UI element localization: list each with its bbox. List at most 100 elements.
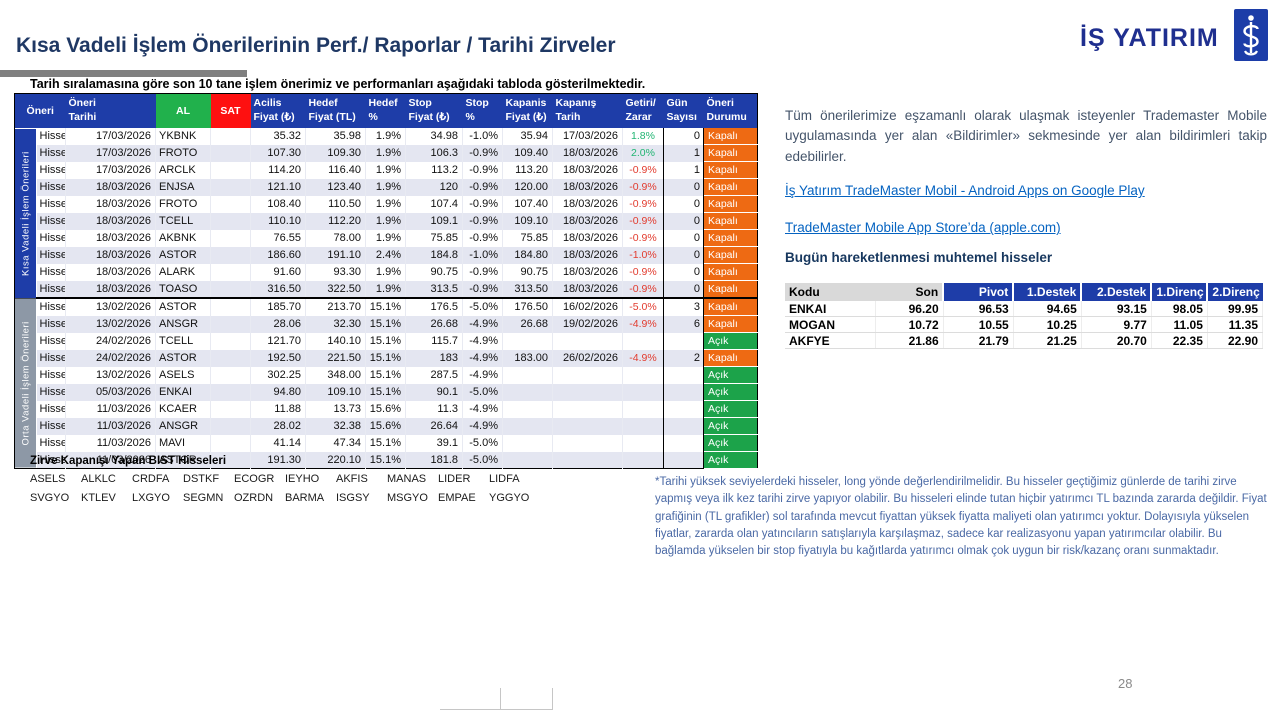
movers-title: Bugün hareketlenmesi muhtemel hisseler [785,250,1053,265]
cell-sat [210,246,251,264]
cell-close-price: 109.40 [502,144,553,162]
cell-return: -5.0% [622,297,664,316]
cell-close-date: 18/03/2026 [552,178,623,196]
cell-target-pct: 15.6% [365,417,406,435]
cell-sat [210,349,251,367]
cell-stop-price: 75.85 [405,229,463,247]
cell-stop-pct: -0.9% [462,161,503,179]
cell-ticker: ALARK [155,263,211,281]
page-subtitle: Tarih sıralamasına göre son 10 tane işle… [30,77,646,91]
cell-return: -4.9% [622,315,664,333]
column-header: SAT [210,93,251,128]
cell-stop-price: 11.3 [405,400,463,418]
table-row: Hisse 05/03/2026 ENKAI 94.80 109.10 15.1% 90.1… [15,383,758,401]
android-app-link[interactable]: İş Yatırım TradeMaster Mobil - Android A… [785,183,1145,198]
cell-stop-pct: -5.0% [462,434,503,452]
cell-days: 0 [663,263,704,281]
cell-return [622,434,664,452]
cell-days: 6 [663,315,704,333]
movers-value: 21.86 [875,332,944,349]
status-badge: Kapalı [703,178,758,196]
logo-text: İŞ YATIRIM [1080,24,1219,52]
page-title: Kısa Vadeli İşlem Önerilerinin Perf./ Ra… [16,34,616,57]
movers-row: AKFYE 21.86 21.79 21.25 20.70 22.35 22.90 [785,332,1264,349]
cell-target-price: 123.40 [305,178,366,196]
cell-stop-pct: -5.0% [462,383,503,401]
movers-table: Kodu Son Pivot 1.Destek 2.Destek 1.Direnç 2.Di… [785,283,1264,349]
status-badge: Kapalı [703,349,758,367]
cell-open-price: 185.70 [250,297,306,316]
cell-ticker: TCELL [155,212,211,230]
cell-target-price: 109.10 [305,383,366,401]
cell-stop-pct: -4.9% [462,366,503,384]
table-row: Hisse 11/03/2026 KCAER 11.88 13.73 15.6% 11.3-… [15,400,758,418]
column-header: Hedef% [365,93,406,128]
cell-target-price: 13.73 [305,400,366,418]
cell-close-date: 18/03/2026 [552,280,623,298]
cell-days: 1 [663,161,704,179]
cell-stop-pct: -1.0% [462,246,503,264]
cell-close-date [552,332,623,350]
cell-stop-pct: -5.0% [462,297,503,316]
status-badge: Kapalı [703,229,758,247]
zirve-ticker: CRDFA [132,473,170,485]
cell-sat [210,383,251,401]
status-badge: Kapalı [703,144,758,162]
movers-ticker: MOGAN [785,316,876,333]
cell-close-price: 120.00 [502,178,553,196]
zirve-ticker: ISGSY [336,492,370,504]
movers-value: 99.95 [1207,301,1264,317]
cell-ticker: ASTOR [155,297,211,316]
cell-stop-price: 183 [405,349,463,367]
column-header: Getiri/Zarar [622,93,664,128]
cell-close-price [502,400,553,418]
cell-date: 18/03/2026 [65,280,156,298]
cell-close-price: 26.68 [502,315,553,333]
zirve-ticker: DSTKF [183,473,220,485]
cell-return: -0.9% [622,229,664,247]
column-header: Kapanis Fiyat (₺) [502,93,553,128]
cell-return: -0.9% [622,161,664,179]
cell-close-date [552,417,623,435]
is-bank-icon [1234,9,1268,61]
cell-target-pct: 15.1% [365,349,406,367]
cell-days: 3 [663,297,704,316]
cell-close-price: 90.75 [502,263,553,281]
status-badge: Kapalı [703,212,758,230]
movers-column-header: Pivot [942,283,1014,301]
cell-stop-price: 26.64 [405,417,463,435]
cell-target-pct: 15.1% [365,315,406,333]
cell-return: 2.0% [622,144,664,162]
movers-value: 10.55 [943,316,1014,333]
cell-ticker: ANSGR [155,315,211,333]
column-header: Acilis Fiyat (₺) [250,93,306,128]
cell-open-price: 108.40 [250,195,306,213]
movers-value: 96.20 [875,301,944,317]
cell-close-date [552,366,623,384]
zirve-ticker: MANAS [387,473,427,485]
table-row: Kısa Vadeli İşlem Önerileri Hisse 17/03/20… [14,128,758,298]
cell-type: Hisse [36,400,66,418]
cell-type: Hisse [36,349,66,367]
ios-app-link[interactable]: TradeMaster Mobile App Store’da (apple.c… [785,220,1061,235]
table-body: Kısa Vadeli İşlem Önerileri Hisse 17/03/20… [14,128,758,469]
movers-value: 93.15 [1081,301,1152,317]
status-badge: Açık [703,332,758,350]
cell-ticker: AKBNK [155,229,211,247]
cell-type: Hisse [36,128,66,145]
recommendations-table: Öneri Öneri Tarihi AL SAT Acilis Fiyat (₺) Hede… [14,93,758,469]
status-badge: Kapalı [703,161,758,179]
table-row: Hisse 18/03/2026 FROTO 108.40 110.50 1.9% 107.… [15,195,758,213]
cell-return: -0.9% [622,195,664,213]
movers-value: 20.70 [1081,332,1152,349]
cell-close-price: 176.50 [502,297,553,316]
table-row: Hisse 18/03/2026 TCELL 110.10 112.20 1.9% 109.… [15,212,758,230]
cell-stop-price: 90.75 [405,263,463,281]
cell-open-price: 186.60 [250,246,306,264]
cell-stop-price: 39.1 [405,434,463,452]
is-yatirim-logo: İŞ YATIRIM [1080,8,1270,64]
cell-ticker: FROTO [155,195,211,213]
movers-value: 22.90 [1207,332,1264,349]
cell-date: 18/03/2026 [65,246,156,264]
movers-column-header: 1.Direnç [1150,283,1208,301]
